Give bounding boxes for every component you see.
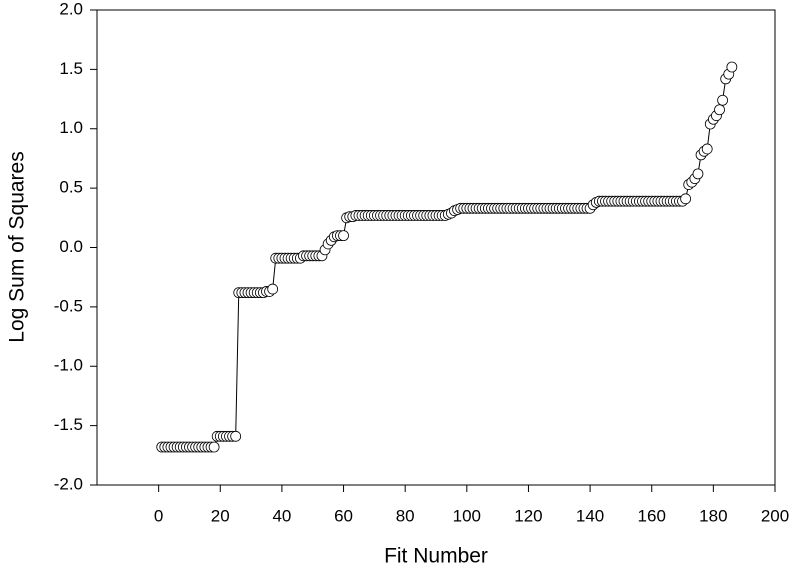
point bbox=[714, 104, 725, 116]
point bbox=[726, 61, 738, 73]
point bbox=[208, 441, 220, 453]
y-tick-label: 1.0 bbox=[59, 118, 83, 137]
y-axis-label: Log Sum of Squares bbox=[6, 151, 29, 342]
point bbox=[701, 143, 713, 155]
point bbox=[680, 193, 692, 205]
y-tick-label: -2.0 bbox=[54, 474, 83, 493]
x-tick-label: 40 bbox=[272, 506, 291, 525]
y-tick-label: 1.5 bbox=[59, 59, 83, 78]
x-tick-label: 0 bbox=[154, 506, 163, 525]
point bbox=[717, 94, 729, 106]
x-axis-label: Fit Number bbox=[384, 545, 488, 568]
x-tick-label: 80 bbox=[396, 506, 415, 525]
x-tick-label: 20 bbox=[211, 506, 230, 525]
y-tick-label: -0.5 bbox=[54, 296, 83, 315]
x-tick-label: 60 bbox=[334, 506, 353, 525]
point bbox=[230, 430, 242, 442]
point bbox=[267, 283, 279, 295]
y-tick-label: 0.5 bbox=[59, 178, 83, 197]
series-line bbox=[161, 66, 733, 448]
x-tick-label: 200 bbox=[761, 506, 789, 525]
y-tick-label: -1.5 bbox=[54, 415, 83, 434]
x-tick-label: 120 bbox=[514, 506, 542, 525]
point bbox=[338, 230, 349, 242]
x-tick-label: 180 bbox=[699, 506, 727, 525]
x-tick-label: 160 bbox=[638, 506, 666, 525]
y-tick-label: -1.0 bbox=[54, 356, 83, 375]
x-tick-label: 100 bbox=[453, 506, 481, 525]
x-tick-label: 140 bbox=[576, 506, 604, 525]
y-tick-label: 0.0 bbox=[59, 237, 83, 256]
y-tick-label: 2.0 bbox=[59, 0, 83, 18]
plot-frame bbox=[96, 9, 776, 486]
point bbox=[692, 168, 704, 180]
